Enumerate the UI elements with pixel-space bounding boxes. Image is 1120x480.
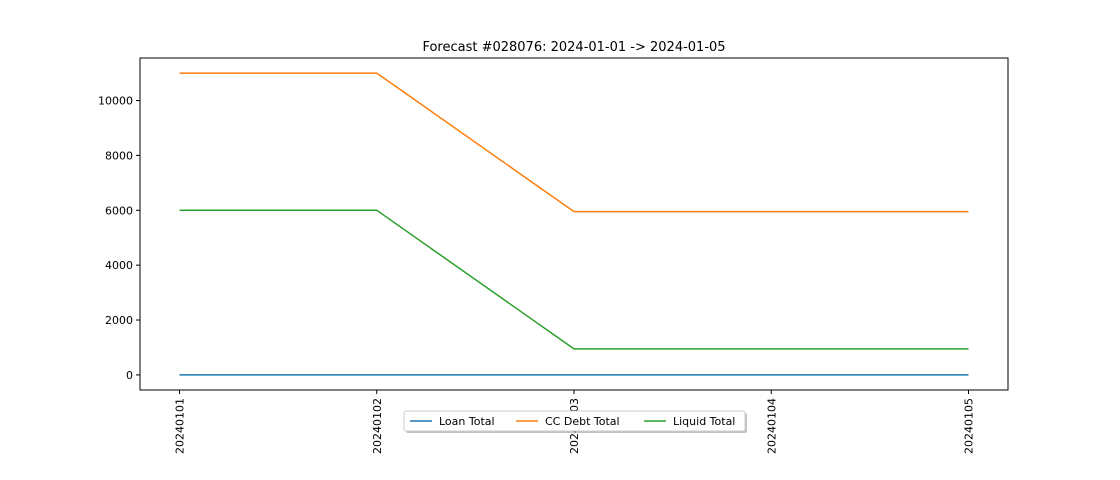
x-tick-label: 20240104 — [765, 398, 778, 454]
y-tick-label: 0 — [126, 369, 133, 382]
x-tick-label: 20240101 — [174, 398, 187, 454]
legend-label: Loan Total — [439, 415, 495, 428]
legend-box — [403, 410, 746, 432]
chart-title: Forecast #028076: 2024-01-01 -> 2024-01-… — [422, 40, 725, 55]
plot-area — [139, 57, 1009, 391]
series-line-cc-debt-total — [179, 72, 969, 213]
legend-label: CC Debt Total — [545, 415, 620, 428]
series-line-liquid-total — [179, 209, 969, 350]
y-tick-label: 8000 — [105, 149, 133, 162]
x-tick-label: 20240105 — [963, 398, 976, 454]
x-tick-label: 20240102 — [371, 398, 384, 454]
y-tick-label: 6000 — [105, 204, 133, 217]
y-tick-label: 4000 — [105, 259, 133, 272]
y-axis: 0 2000 4000 6000 8000 10000 — [98, 95, 140, 382]
y-tick-label: 10000 — [98, 95, 133, 108]
series-layer — [179, 72, 969, 376]
y-tick-label: 2000 — [105, 314, 133, 327]
legend: Loan Total CC Debt Total Liquid Total — [403, 410, 747, 433]
legend-label: Liquid Total — [673, 415, 735, 428]
